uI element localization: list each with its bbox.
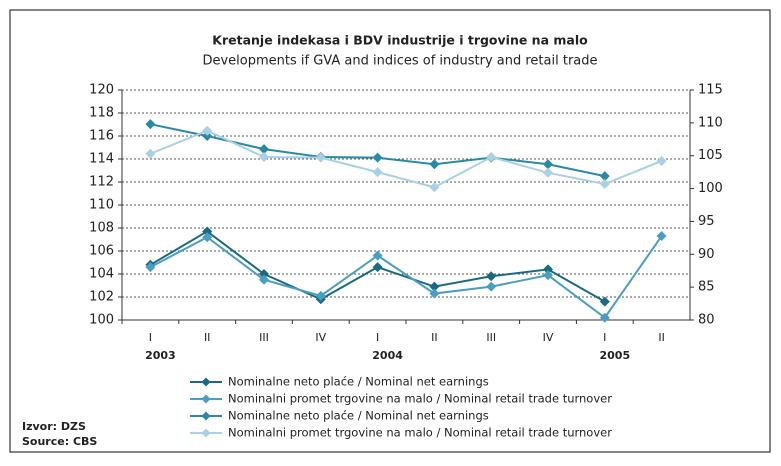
data-point [486,281,497,292]
data-point [145,119,156,130]
x-tick-label: I [603,331,606,344]
y2-tick-label: 105 [698,148,723,163]
source-label: Source: CBS [22,435,97,448]
y2-tick-label: 115 [698,83,723,98]
year-label: 2005 [599,349,630,362]
x-tick-label: I [376,331,379,344]
data-point [429,288,440,299]
data-point [372,152,383,163]
data-point [599,178,610,189]
x-tick-label: III [486,331,496,344]
data-point [315,290,326,301]
data-point [599,171,610,182]
x-tick-label: II [658,331,665,344]
x-tick-label: IV [315,331,326,344]
y2-tick-label: 90 [698,247,715,262]
data-point [429,182,440,193]
data-point [429,281,440,292]
data-point [145,262,156,273]
y-tick-label: 108 [89,221,114,236]
legend-label: Nominalne neto plaće / Nominal net earni… [228,409,489,423]
legend-marker [201,428,211,438]
year-label: 2004 [372,349,403,362]
x-tick-label: IV [543,331,554,344]
series-line [149,235,663,320]
source-label: Izvor: DZS [22,420,86,433]
data-point [486,152,497,163]
data-point [543,264,553,275]
chart-title: Kretanje indekasa i BDV industrije i trg… [212,33,588,48]
data-point [543,159,553,170]
data-point [543,270,553,281]
y-tick-label: 120 [89,83,114,98]
data-point [543,167,553,178]
data-point [202,226,213,237]
data-point [202,131,213,141]
legend-label: Nominalne neto plaće / Nominal net earni… [228,375,489,389]
y2-tick-label: 85 [698,280,715,295]
data-point [372,167,383,178]
y-tick-label: 104 [89,267,114,282]
data-point [202,125,213,136]
x-tick-label: I [149,331,152,344]
year-label: 2003 [145,349,176,362]
data-point [599,296,610,307]
legend-label: Nominalni promet trgovine na malo / Nomi… [228,392,612,406]
data-point [429,159,440,170]
y-tick-label: 112 [89,175,114,190]
y2-tick-label: 100 [698,181,723,196]
y-tick-label: 110 [89,198,114,213]
y-tick-label: 114 [89,152,114,167]
data-point [259,274,269,285]
data-point [372,262,383,273]
data-point [656,231,667,242]
data-point [259,269,269,279]
data-point [599,312,610,323]
x-tick-label: III [259,331,269,344]
legend-marker [201,394,211,404]
legend-marker [201,411,211,421]
y2-tick-label: 95 [698,214,715,229]
y2-tick-label: 80 [698,313,715,328]
data-point [656,155,667,166]
chart-subtitle: Developments if GVA and indices of indus… [202,54,597,69]
data-point [315,152,326,163]
y-tick-label: 116 [89,129,114,144]
data-point [372,250,383,261]
legend-marker [201,377,211,387]
data-point [145,148,156,159]
data-point [259,144,269,155]
y-tick-label: 118 [89,106,114,121]
data-point [259,152,269,163]
y-tick-label: 106 [89,244,114,259]
series-line [150,129,662,189]
y-tick-label: 102 [89,290,114,305]
y2-tick-label: 110 [698,115,723,130]
data-point [202,232,213,243]
chart-frame [9,9,771,453]
legend-label: Nominalni promet trgovine na malo / Nomi… [228,426,612,440]
x-tick-label: II [431,331,438,344]
y-tick-label: 100 [89,313,114,328]
data-point [486,271,497,282]
x-tick-label: II [204,331,211,344]
